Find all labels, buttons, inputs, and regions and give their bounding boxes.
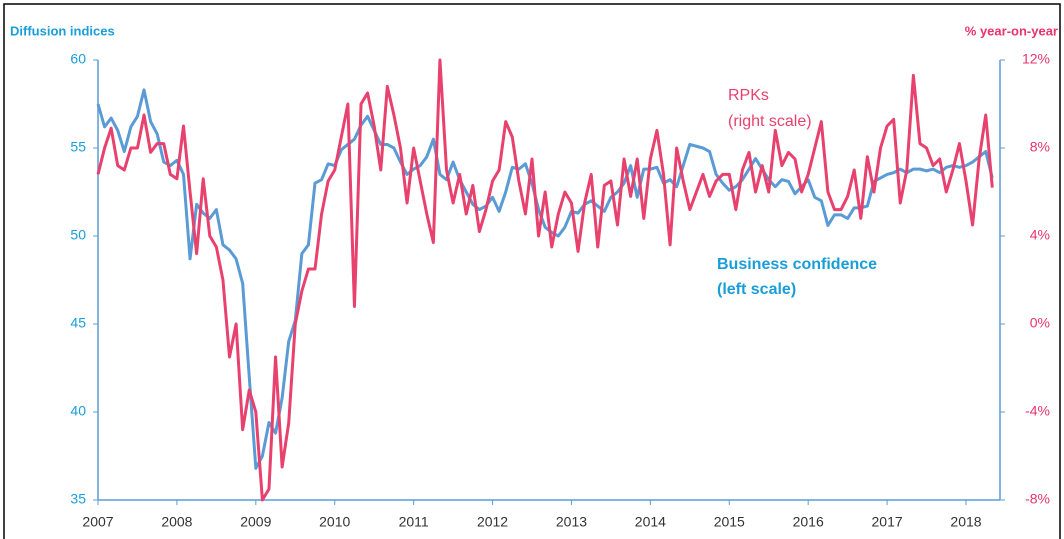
y2-tick-label: 0% bbox=[1030, 315, 1050, 331]
y2-tick-label: 8% bbox=[1030, 139, 1050, 155]
y2-tick-label: -4% bbox=[1025, 403, 1050, 419]
y-tick-label: 50 bbox=[70, 227, 86, 243]
y-tick-label: 45 bbox=[70, 315, 86, 331]
x-tick-label: 2015 bbox=[714, 514, 745, 530]
confidence-note: (left scale) bbox=[717, 281, 796, 298]
y2-tick-label: 4% bbox=[1030, 227, 1050, 243]
x-tick-label: 2008 bbox=[161, 514, 192, 530]
x-tick-label: 2012 bbox=[477, 514, 508, 530]
y2-tick-label: 12% bbox=[1022, 51, 1050, 67]
rpk-note: (right scale) bbox=[728, 113, 812, 130]
x-tick-label: 2013 bbox=[556, 514, 587, 530]
x-tick-label: 2014 bbox=[635, 514, 666, 530]
x-tick-label: 2009 bbox=[240, 514, 271, 530]
x-tick-label: 2010 bbox=[319, 514, 350, 530]
frame bbox=[3, 3, 1061, 539]
x-tick-label: 2018 bbox=[950, 514, 981, 530]
y-tick-label: 40 bbox=[70, 403, 86, 419]
series-line bbox=[96, 58, 994, 502]
rpk-label: RPKs bbox=[728, 87, 769, 104]
x-tick-label: 2007 bbox=[82, 514, 113, 530]
y2-axis-title: % year-on-year bbox=[965, 23, 1058, 38]
confidence-label: Business confidence bbox=[717, 256, 877, 273]
y-tick-label: 35 bbox=[70, 491, 86, 507]
x-tick-label: 2017 bbox=[872, 514, 903, 530]
x-tick-label: 2016 bbox=[793, 514, 824, 530]
x-tick-label: 2011 bbox=[399, 514, 429, 530]
series-line bbox=[96, 88, 994, 470]
y-axis-title: Diffusion indices bbox=[10, 23, 115, 38]
y2-tick-label: -8% bbox=[1025, 491, 1050, 507]
y-tick-label: 55 bbox=[70, 139, 86, 155]
y-tick-label: 60 bbox=[70, 51, 86, 67]
